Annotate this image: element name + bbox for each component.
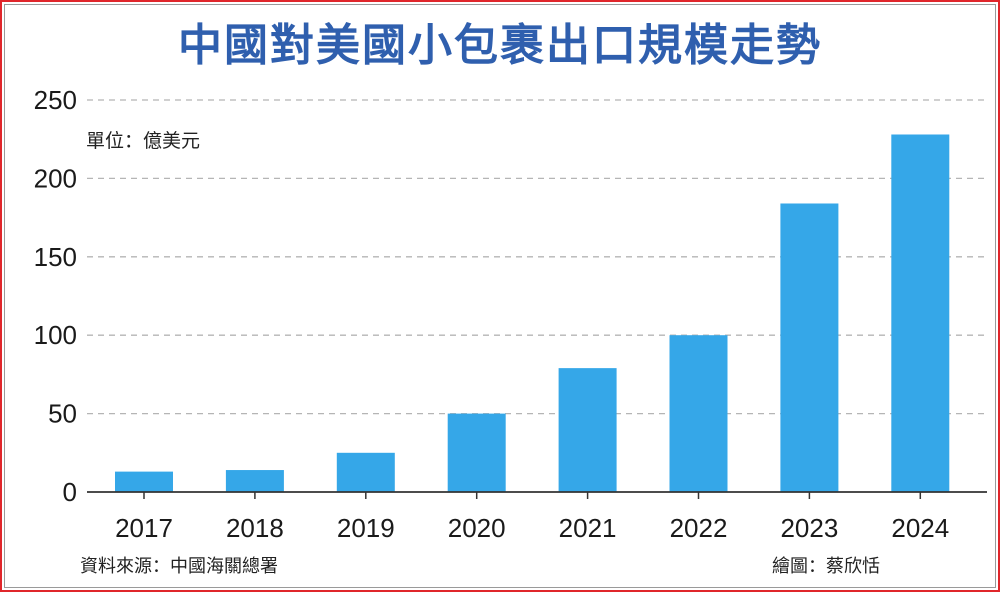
bar	[336, 452, 395, 492]
x-tick-label: 2023	[780, 513, 838, 543]
unit-label: 單位：億美元	[86, 130, 201, 152]
chart-title: 中國對美國小包裹出口規模走勢	[178, 20, 822, 71]
x-tick-label: 2020	[448, 513, 506, 543]
x-tick-label: 2021	[559, 513, 617, 543]
x-tick-label: 2024	[891, 513, 949, 543]
y-tick-label: 150	[34, 242, 77, 272]
y-tick-label: 0	[63, 477, 77, 507]
bar	[558, 368, 617, 492]
y-tick-label: 100	[34, 320, 77, 350]
y-tick-label: 50	[48, 399, 77, 429]
y-tick-label: 250	[34, 85, 77, 115]
graphic-credit: 繪圖：蔡欣恬	[772, 556, 880, 577]
bar	[225, 470, 284, 492]
x-tick-label: 2017	[115, 513, 173, 543]
bar	[669, 335, 728, 492]
x-tick-label: 2018	[226, 513, 284, 543]
y-tick-label: 200	[34, 163, 77, 193]
bar	[891, 134, 950, 492]
source-note: 資料來源：中國海關總署	[80, 556, 278, 577]
bar	[447, 413, 506, 492]
bar	[115, 471, 173, 492]
x-tick-label: 2019	[337, 513, 395, 543]
bar	[780, 203, 839, 492]
x-tick-label: 2022	[670, 513, 728, 543]
